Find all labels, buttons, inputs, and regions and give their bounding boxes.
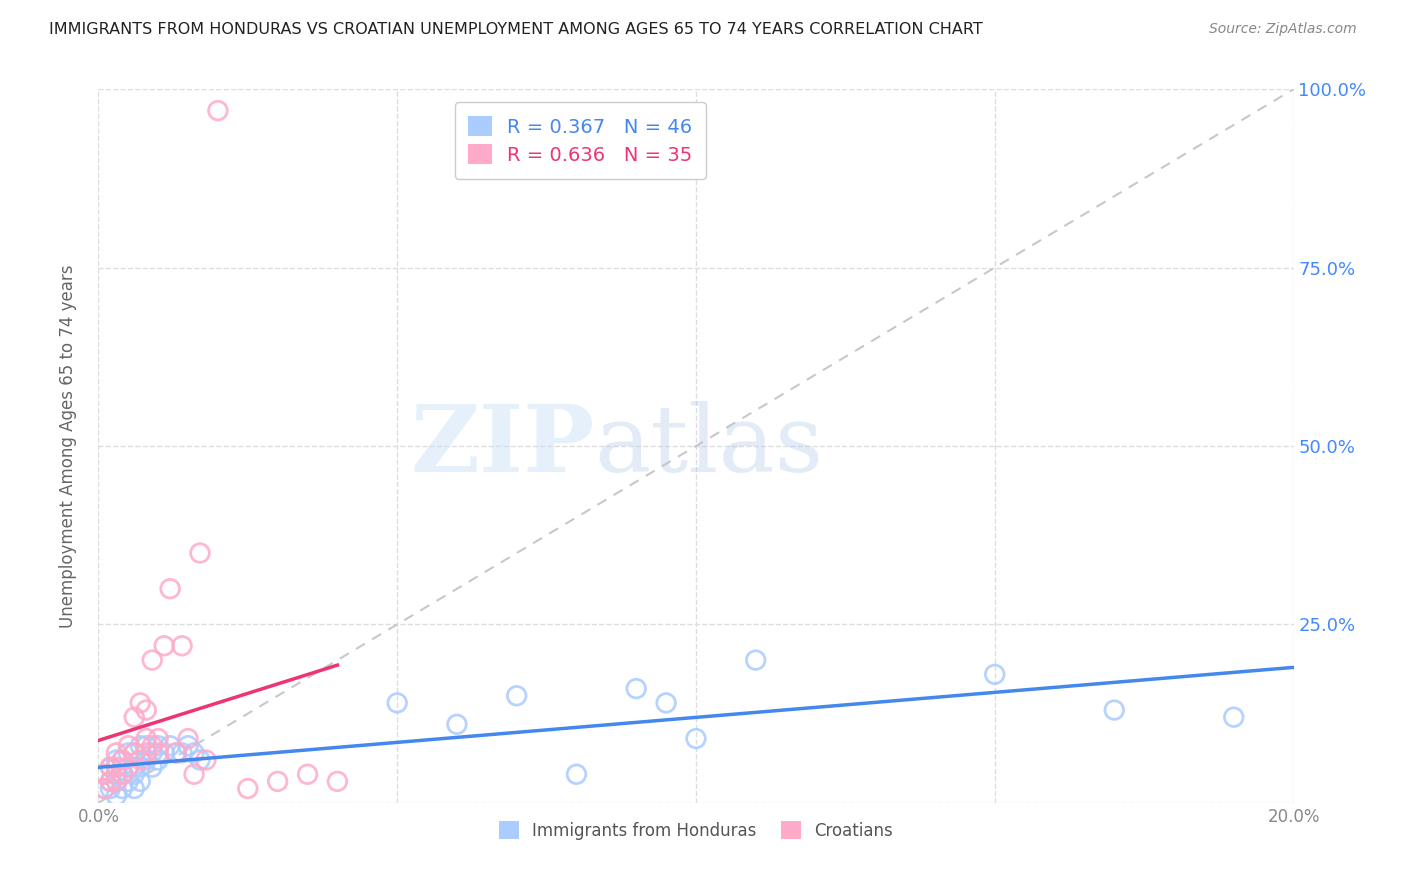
Point <box>141 739 163 753</box>
Text: IMMIGRANTS FROM HONDURAS VS CROATIAN UNEMPLOYMENT AMONG AGES 65 TO 74 YEARS CORR: IMMIGRANTS FROM HONDURAS VS CROATIAN UNE… <box>49 22 983 37</box>
Point <box>98 760 122 774</box>
Y-axis label: Unemployment Among Ages 65 to 74 years: Unemployment Among Ages 65 to 74 years <box>59 264 77 628</box>
Point <box>172 639 194 653</box>
Point <box>565 767 588 781</box>
Point <box>129 696 152 710</box>
Point <box>148 746 170 760</box>
Point <box>98 781 122 796</box>
Point <box>93 781 115 796</box>
Point <box>98 774 122 789</box>
Point <box>1104 703 1126 717</box>
Point <box>177 731 200 746</box>
Point <box>1223 710 1246 724</box>
Point <box>117 760 139 774</box>
Point <box>117 746 139 760</box>
Text: atlas: atlas <box>595 401 824 491</box>
Point <box>111 753 134 767</box>
Point <box>105 746 128 760</box>
Point <box>105 767 128 781</box>
Point <box>153 639 176 653</box>
Point <box>141 653 163 667</box>
Point <box>93 781 115 796</box>
Point <box>105 774 128 789</box>
Point <box>117 760 139 774</box>
Point <box>93 767 115 781</box>
Point <box>135 739 157 753</box>
Point <box>172 746 194 760</box>
Point <box>124 760 146 774</box>
Point <box>124 781 146 796</box>
Point <box>183 767 205 781</box>
Point <box>148 739 170 753</box>
Point <box>111 767 134 781</box>
Point <box>135 703 157 717</box>
Point <box>745 653 768 667</box>
Point <box>446 717 468 731</box>
Point <box>129 753 152 767</box>
Point <box>165 746 187 760</box>
Point <box>183 746 205 760</box>
Point <box>124 710 146 724</box>
Point <box>111 767 134 781</box>
Point <box>129 760 152 774</box>
Point <box>188 546 211 560</box>
Point <box>135 746 157 760</box>
Point <box>124 746 146 760</box>
Point <box>159 582 181 596</box>
Point <box>685 731 707 746</box>
Point <box>111 781 134 796</box>
Point <box>195 753 218 767</box>
Point <box>105 753 128 767</box>
Point <box>177 739 200 753</box>
Point <box>111 753 134 767</box>
Point <box>165 746 187 760</box>
Point <box>98 774 122 789</box>
Point <box>188 753 211 767</box>
Point <box>117 739 139 753</box>
Point <box>129 774 152 789</box>
Point <box>148 753 170 767</box>
Point <box>93 767 115 781</box>
Legend: Immigrants from Honduras, Croatians: Immigrants from Honduras, Croatians <box>491 814 901 848</box>
Point <box>159 739 181 753</box>
Point <box>153 746 176 760</box>
Point <box>984 667 1007 681</box>
Point <box>105 774 128 789</box>
Point <box>297 767 319 781</box>
Point <box>117 774 139 789</box>
Point <box>124 746 146 760</box>
Point <box>141 746 163 760</box>
Point <box>105 760 128 774</box>
Point <box>135 731 157 746</box>
Text: ZIP: ZIP <box>411 401 595 491</box>
Point <box>141 760 163 774</box>
Point <box>236 781 259 796</box>
Text: Source: ZipAtlas.com: Source: ZipAtlas.com <box>1209 22 1357 37</box>
Point <box>148 731 170 746</box>
Point <box>135 753 157 767</box>
Point <box>626 681 648 696</box>
Point <box>105 789 128 803</box>
Point <box>207 103 229 118</box>
Point <box>129 739 152 753</box>
Point <box>98 760 122 774</box>
Point <box>267 774 290 789</box>
Point <box>326 774 349 789</box>
Point <box>506 689 529 703</box>
Point <box>655 696 678 710</box>
Point <box>385 696 409 710</box>
Point <box>124 767 146 781</box>
